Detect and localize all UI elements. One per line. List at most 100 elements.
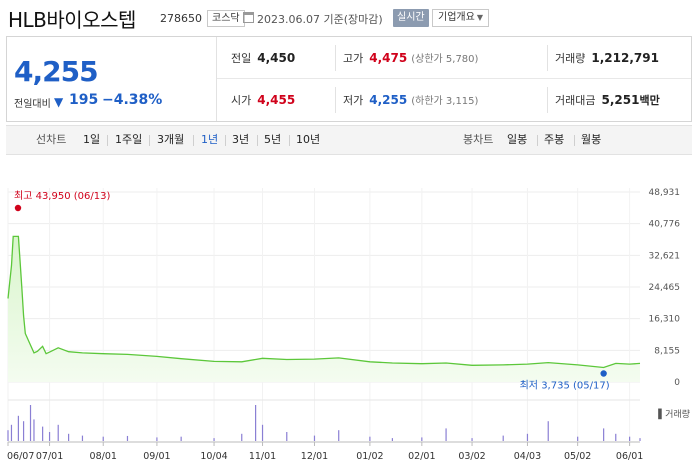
- divider: [547, 87, 548, 113]
- volume-bar: [22, 421, 25, 441]
- x-tick-label: 01/02: [356, 451, 383, 462]
- low-value: 4,255: [369, 93, 408, 107]
- open-cell: 시가 4,455: [231, 79, 295, 121]
- max-annotation: 최고 43,950 (06/13): [14, 190, 110, 202]
- volume-bar: [126, 435, 129, 441]
- change-percent: −4.38%: [102, 92, 163, 108]
- x-tick-label: 07/01: [36, 451, 63, 462]
- volume-bar: [81, 435, 84, 441]
- period-10y[interactable]: 10년: [296, 133, 321, 146]
- down-arrow-icon: ▼: [54, 95, 64, 109]
- x-tick-label: 02/01: [408, 451, 435, 462]
- stats-row-1: 전일 4,450 고가 4,475 (상한가 5,780) 거래량 1,212,791: [217, 37, 691, 79]
- high-cell: 고가 4,475 (상한가 5,780): [343, 37, 478, 79]
- volume-bar: [241, 433, 243, 441]
- divider: [335, 87, 336, 113]
- period-selector: 선차트 1일 1주일 3개월 1년 3년 5년 10년 봉차트 일봉 주봉 월봉: [6, 125, 692, 155]
- volume-bar: [68, 433, 70, 441]
- stock-name: HLB바이오스텝: [8, 8, 136, 32]
- volume-bar: [57, 424, 59, 441]
- price-panel: 4,255 전일대비 ▼ 195 −4.38%: [7, 37, 217, 121]
- stats-row-2: 시가 4,455 저가 4,255 (하한가 3,115) 거래대금 5,251백만: [217, 79, 691, 121]
- candle-chart-label[interactable]: 봉차트: [463, 133, 494, 146]
- price-line-layer: [7, 235, 641, 369]
- quote-summary: 4,255 전일대비 ▼ 195 −4.38% 전일 4,450 고가 4,475(…: [6, 36, 692, 122]
- chart-grid: [7, 188, 640, 443]
- divider: [193, 135, 194, 146]
- candle-monthly[interactable]: 월봉: [581, 133, 602, 146]
- low-cell: 저가 4,255 (하한가 3,115): [343, 79, 478, 121]
- volume-bar: [421, 437, 423, 441]
- volume-bar: [7, 430, 9, 441]
- y-tick-label: 48,931: [649, 188, 681, 198]
- extreme-annotations: 최고 43,950 (06/13) 최저 3,735 (05/17): [14, 190, 610, 391]
- candle-weekly[interactable]: 주봉: [544, 133, 565, 146]
- chevron-down-icon: ▼: [476, 13, 483, 22]
- volume-bar: [255, 405, 257, 441]
- prev-close-cell: 전일 4,450: [231, 37, 295, 79]
- x-tick-label: 04/03: [514, 451, 541, 462]
- volume-bar: [313, 435, 316, 441]
- candle-daily[interactable]: 일봉: [507, 133, 528, 146]
- x-tick-label: 08/01: [90, 451, 117, 462]
- x-tick-label: 10/04: [200, 451, 227, 462]
- divider: [537, 135, 538, 146]
- realtime-button[interactable]: 실시간: [393, 9, 429, 27]
- volume-bar: [180, 436, 182, 441]
- company-overview-button[interactable]: 기업개요 ▼: [432, 9, 489, 27]
- volume-bar: [17, 415, 19, 441]
- y-tick-label: 16,310: [649, 315, 681, 325]
- divider: [574, 135, 575, 146]
- amount-cell: 거래대금 5,251백만: [555, 79, 660, 121]
- change-amount: 195: [69, 92, 99, 108]
- x-tick-label: 06/07: [7, 451, 34, 462]
- open-label: 시가: [231, 94, 252, 107]
- price-area: [8, 236, 640, 382]
- volume-bar: [261, 424, 264, 441]
- quote-date: 2023.06.07 기준(장마감): [257, 13, 383, 26]
- period-5y[interactable]: 5년: [264, 133, 282, 146]
- volume-bar: [629, 436, 631, 441]
- calendar-icon: [243, 12, 254, 23]
- divider: [107, 135, 108, 146]
- y-axis-ticks: 48,931 40,776 32,621 24,465 16,310 8,155 0: [649, 188, 681, 388]
- y-tick-label: 0: [674, 378, 680, 388]
- volume-value: 1,212,791: [591, 51, 659, 65]
- stock-header: HLB바이오스텝 278650 코스닥 2023.06.07 기준(장마감) 실…: [0, 0, 698, 36]
- volume-bar: [603, 428, 605, 441]
- lower-limit: (하한가 3,115): [411, 96, 479, 107]
- period-1w[interactable]: 1주일: [115, 133, 143, 146]
- y-tick-label: 40,776: [649, 220, 681, 230]
- line-chart-label[interactable]: 선차트: [36, 133, 67, 146]
- volume-bar: [445, 428, 447, 441]
- price-chart: 최고 43,950 (06/13) 최저 3,735 (05/17) 48,931…: [7, 188, 690, 462]
- upper-limit: (상한가 5,780): [411, 54, 479, 65]
- high-value: 4,475: [369, 51, 408, 65]
- divider: [289, 135, 290, 146]
- period-1y[interactable]: 1년: [201, 133, 219, 146]
- current-price: 4,255: [14, 55, 99, 88]
- volume-bar: [338, 430, 340, 441]
- divider: [257, 135, 258, 146]
- period-3m[interactable]: 3개월: [157, 133, 185, 146]
- change-label: 전일대비: [14, 99, 51, 110]
- period-3y[interactable]: 3년: [232, 133, 250, 146]
- divider: [149, 135, 150, 146]
- high-label: 고가: [343, 52, 364, 65]
- volume-bar: [391, 438, 393, 441]
- amount-label: 거래대금: [555, 94, 596, 107]
- volume-bar: [615, 433, 617, 441]
- open-value: 4,455: [257, 93, 296, 107]
- volume-bar: [33, 419, 35, 441]
- volume-bar: [286, 432, 288, 441]
- volume-bar: [29, 405, 32, 441]
- price-line: [7, 235, 641, 369]
- divider: [547, 45, 548, 71]
- volume-bar: [48, 432, 51, 441]
- volume-label: ▌거래량: [657, 408, 690, 420]
- period-1d[interactable]: 1일: [83, 133, 101, 146]
- volume-bar: [526, 433, 529, 441]
- market-badge: 코스닥: [207, 10, 245, 27]
- x-tick-label: 05/02: [564, 451, 591, 462]
- x-tick-label: 11/01: [249, 451, 276, 462]
